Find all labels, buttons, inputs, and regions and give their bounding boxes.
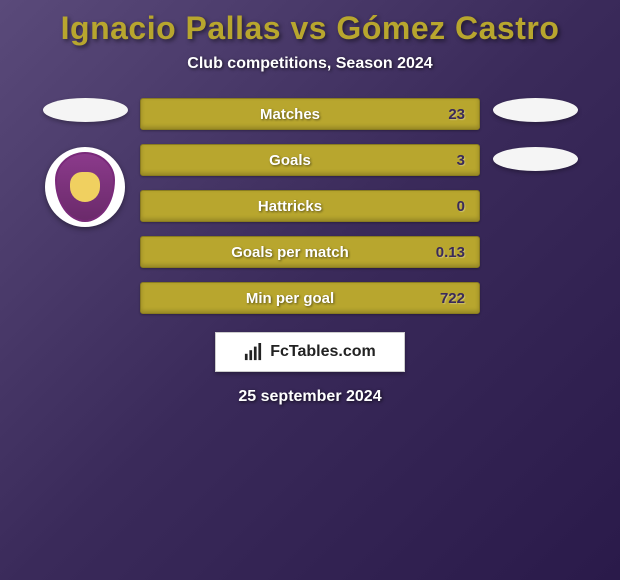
stat-value: 23 [425,106,465,123]
brand-text: FcTables.com [270,343,376,361]
stat-value: 722 [425,290,465,307]
stat-rows: Matches 23 Goals 3 Hattricks 0 Goals per… [140,98,480,314]
stat-label: Goals [155,152,425,169]
stat-label: Hattricks [155,198,425,215]
chart-bars-icon [244,343,262,361]
comparison-card: Ignacio Pallas vs Gómez Castro Club comp… [0,0,620,416]
stat-bar-hattricks: Hattricks 0 [140,190,480,222]
club-badge-bird-icon [70,172,100,202]
player-left-name-ellipse [43,98,128,122]
player-right-column [490,98,580,171]
player-left-column [40,98,130,227]
stat-bar-goals-per-match: Goals per match 0.13 [140,236,480,268]
stat-label: Matches [155,106,425,123]
stat-bar-goals: Goals 3 [140,144,480,176]
stats-area: Matches 23 Goals 3 Hattricks 0 Goals per… [0,98,620,314]
player-right-name-ellipse [493,98,578,122]
stat-value: 0.13 [425,244,465,261]
date-text: 25 september 2024 [238,388,381,406]
page-title: Ignacio Pallas vs Gómez Castro [61,10,560,47]
stat-bar-min-per-goal: Min per goal 722 [140,282,480,314]
stat-label: Min per goal [155,290,425,307]
club-badge-shield [55,152,115,222]
player-right-club-ellipse [493,147,578,171]
subtitle: Club competitions, Season 2024 [187,55,432,73]
club-badge-left [45,147,125,227]
stat-bar-matches: Matches 23 [140,98,480,130]
stat-label: Goals per match [155,244,425,261]
stat-value: 3 [425,152,465,169]
stat-value: 0 [425,198,465,215]
brand-link[interactable]: FcTables.com [215,332,405,372]
